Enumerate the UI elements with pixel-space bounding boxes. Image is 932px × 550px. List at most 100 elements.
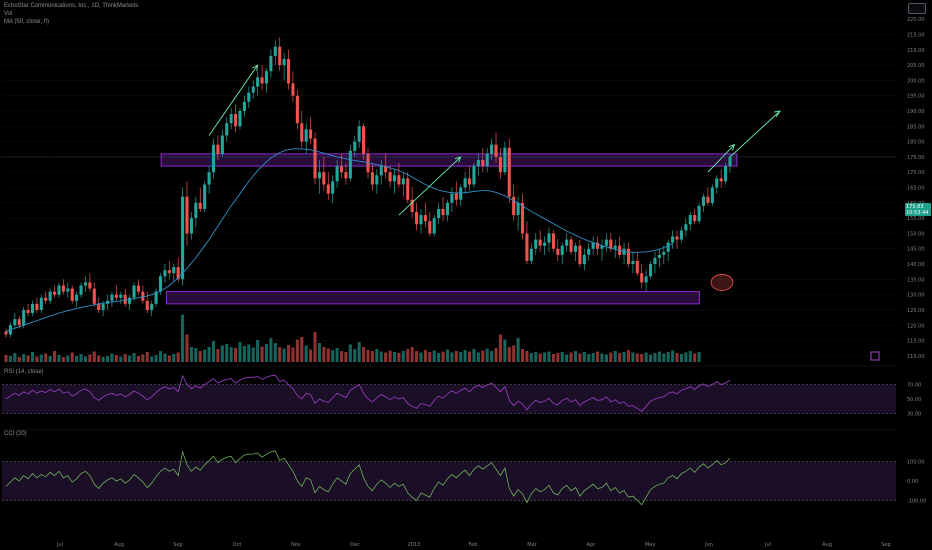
volume-bar: [547, 351, 551, 362]
volume-bar: [13, 353, 17, 362]
volume-bar: [494, 348, 498, 362]
candle-body: [150, 303, 154, 310]
candle-body: [66, 288, 70, 292]
rsi-panel: 70.00 50.00 30.00: [2, 374, 921, 418]
volume-bar: [44, 353, 48, 362]
price-tick-label: 155.00: [907, 216, 925, 222]
candle-body: [525, 233, 529, 261]
volume-bar: [309, 349, 313, 362]
candle-body: [57, 285, 61, 295]
volume-bar: [640, 354, 644, 362]
candle-body: [609, 239, 613, 249]
grid-lines: [2, 18, 896, 357]
volume-bar: [441, 351, 445, 362]
candle-body: [476, 159, 480, 167]
price-tick-label: 175.00: [907, 155, 925, 161]
volume-bar: [313, 332, 317, 362]
trend-arrow-line: [208, 64, 259, 136]
candle-body: [97, 303, 101, 310]
candle-body: [467, 178, 472, 185]
volume-bar: [657, 351, 661, 362]
candle-body: [693, 215, 697, 222]
candle-body: [529, 248, 533, 261]
events-marker: [870, 351, 880, 361]
volume-bar: [331, 350, 335, 362]
candle-body: [701, 196, 706, 206]
volume-bar: [445, 349, 450, 362]
cci-legend: CCI (20): [4, 431, 27, 437]
volume-bar: [172, 354, 176, 362]
candle-body: [481, 159, 485, 167]
candle-body: [538, 239, 542, 246]
trend-arrow-head: [252, 64, 259, 72]
price-tick-label: 185.00: [907, 124, 925, 130]
price-tick-label: 140.00: [907, 262, 925, 268]
volume-bar: [693, 353, 697, 362]
candle-body: [551, 233, 555, 249]
candle-body: [490, 144, 494, 154]
volume-bar: [48, 356, 52, 362]
candle-body: [264, 71, 269, 84]
candle-body: [578, 245, 582, 265]
candle-body: [573, 245, 578, 252]
volume-bar: [70, 352, 74, 362]
candle-body: [406, 178, 410, 200]
price-tick-label: 200.00: [907, 78, 925, 84]
candle-body: [30, 303, 35, 314]
candle-body: [419, 215, 423, 225]
volume-bar: [697, 352, 701, 362]
candle-body: [560, 245, 564, 255]
candle-body: [295, 95, 299, 124]
volume-bar: [216, 349, 220, 362]
candle-body: [145, 300, 149, 310]
candle-body: [653, 257, 657, 265]
volume-bar: [587, 354, 591, 362]
volume-bar: [92, 351, 96, 362]
volume-bar: [648, 354, 653, 362]
time-axis: Jul Aug Sep Oct Nov Dec 2013 Feb Mar Apr May Jun Jul…: [2, 351, 896, 548]
volume-bar: [39, 354, 43, 362]
cci-band: [2, 461, 896, 501]
candle-body: [53, 291, 57, 295]
candle-body: [119, 294, 123, 298]
volume-bar: [604, 354, 608, 362]
price-axis: 110.00 115.00 120.00 125.00 130.00 135.00 140.…: [907, 17, 925, 360]
time-tick-label: Sep: [173, 542, 182, 548]
candle-body: [388, 172, 392, 182]
volume-bar: [335, 348, 339, 362]
price-tick-label: 165.00: [907, 186, 925, 192]
volume-bar: [591, 353, 595, 362]
volume-bar: [596, 351, 600, 362]
volume-bar: [185, 334, 189, 362]
volume-bar: [600, 353, 604, 362]
highlight-circle: [710, 274, 734, 291]
candle-body: [114, 294, 118, 298]
price-tick-label: 210.00: [907, 48, 925, 54]
candle-body: [587, 248, 591, 255]
candle-body: [317, 172, 321, 179]
candle-body: [4, 331, 8, 335]
candle-body: [242, 101, 246, 112]
support-resistance-zones: [160, 153, 738, 305]
volume-bar: [419, 352, 423, 362]
rsi-tick-label: 30.00: [907, 412, 921, 418]
candle-body: [335, 166, 339, 182]
candlesticks: [4, 37, 732, 338]
time-tick-label: Oct: [233, 542, 242, 548]
candle-body: [512, 196, 516, 216]
time-tick-label: Aug: [822, 542, 832, 548]
candle-body: [158, 276, 163, 292]
volume-bar: [256, 340, 260, 362]
candle-body: [256, 77, 260, 87]
time-tick-label: Jul: [56, 542, 63, 548]
price-tick-label: 110.00: [907, 354, 925, 360]
candle-body: [428, 221, 432, 234]
volume-bar: [317, 343, 321, 362]
chart-settings-button[interactable]: [908, 3, 926, 14]
candle-body: [322, 172, 326, 185]
price-tick-label: 180.00: [907, 140, 925, 146]
candle-body: [556, 248, 560, 255]
candle-body: [203, 184, 207, 209]
price-tick-label: 220.00: [907, 17, 925, 23]
